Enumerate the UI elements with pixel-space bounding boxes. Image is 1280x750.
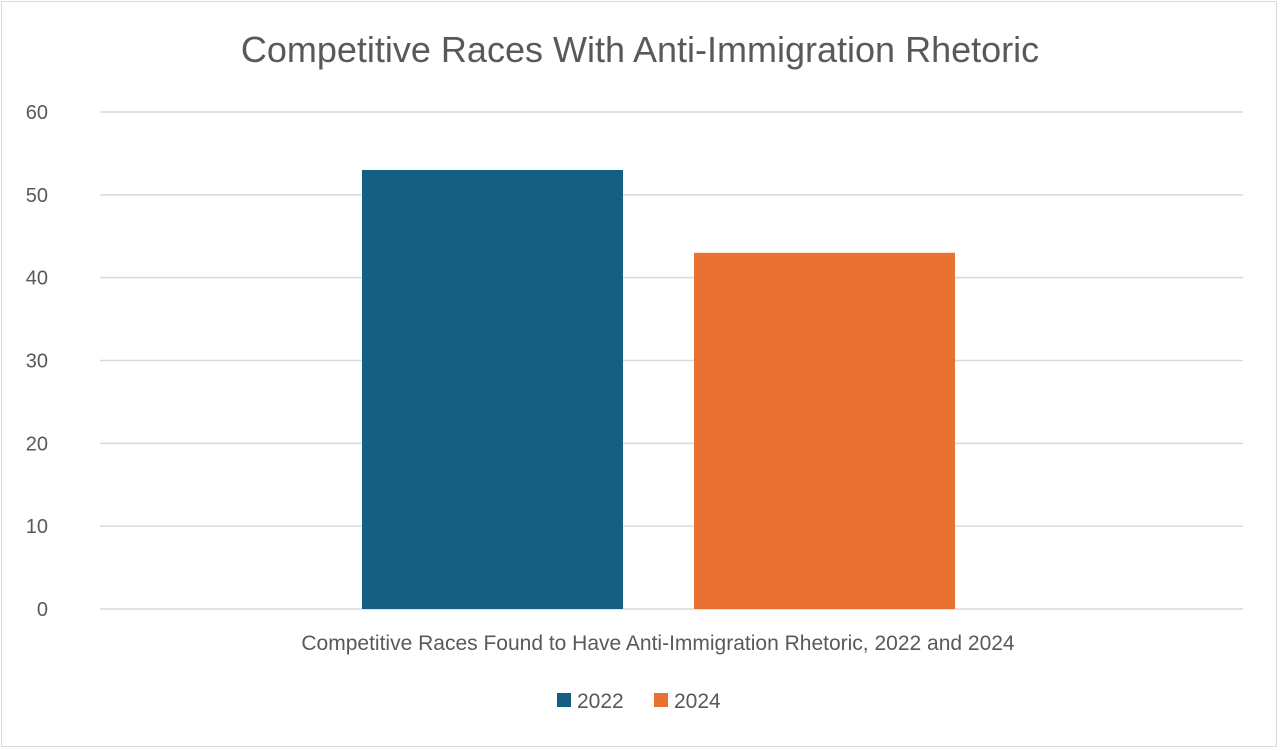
bar-2024 bbox=[694, 252, 955, 610]
y-tick-label: 30 bbox=[26, 351, 48, 373]
y-tick-label: 60 bbox=[26, 102, 48, 124]
y-tick-label: 20 bbox=[26, 433, 48, 455]
chart-title: Competitive Races With Anti-Immigration … bbox=[241, 29, 1039, 70]
legend-swatch bbox=[557, 693, 571, 707]
x-axis-label: Competitive Races Found to Have Anti-Imm… bbox=[301, 632, 1015, 655]
bar-2022 bbox=[362, 169, 623, 609]
legend-label: 2024 bbox=[674, 690, 721, 713]
legend: 2022 2024 bbox=[557, 690, 721, 713]
y-tick-label: 10 bbox=[26, 516, 48, 538]
legend-label: 2022 bbox=[577, 690, 624, 713]
y-tick-label: 40 bbox=[26, 268, 48, 290]
legend-swatch bbox=[654, 693, 668, 707]
y-tick-label: 50 bbox=[26, 185, 48, 207]
y-tick-label: 0 bbox=[37, 599, 48, 621]
